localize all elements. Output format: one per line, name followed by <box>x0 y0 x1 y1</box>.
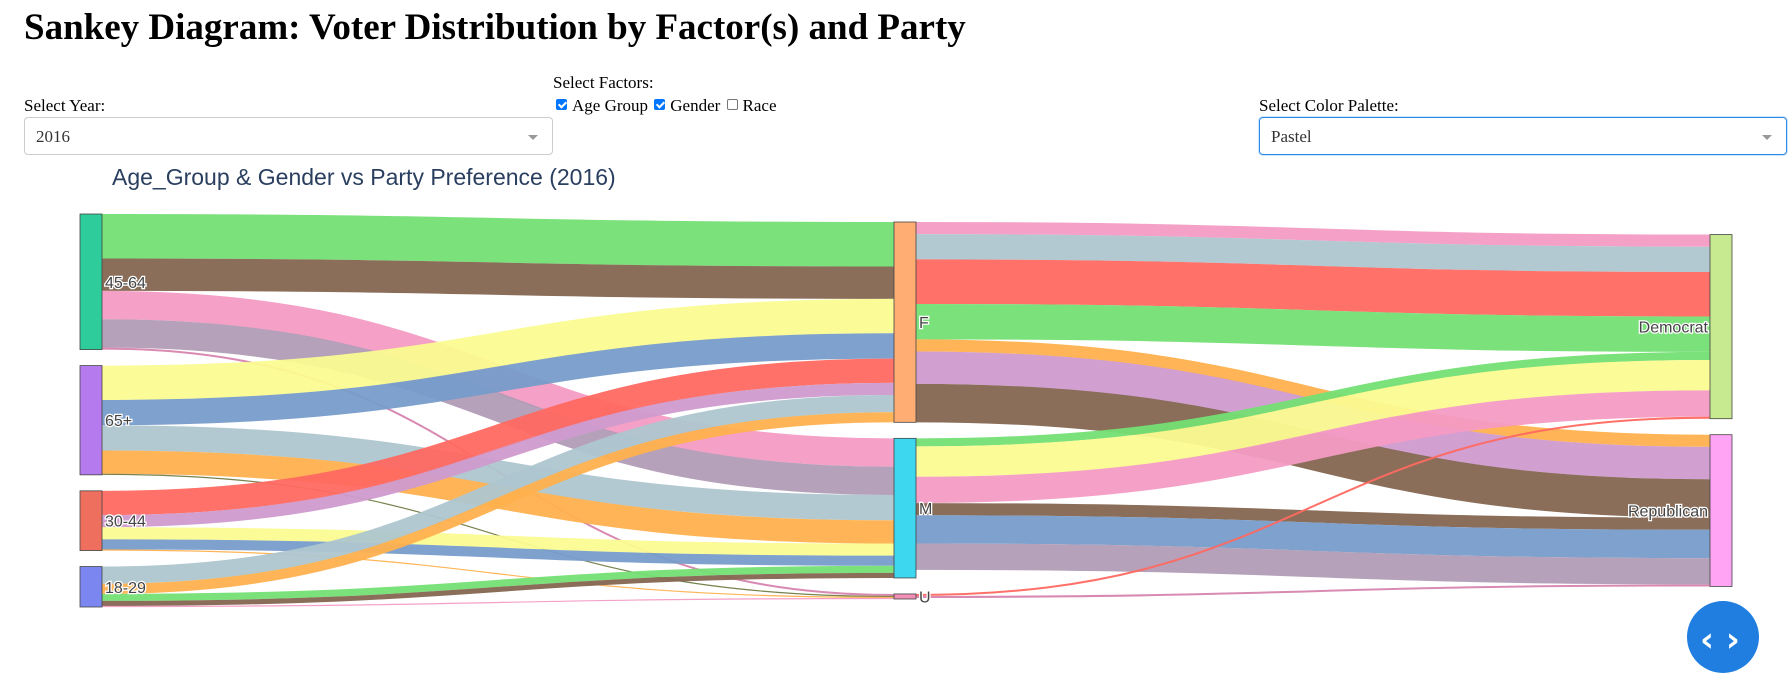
gender-checkbox[interactable] <box>654 98 666 110</box>
sankey-node-label-65+: 65+ <box>105 413 132 430</box>
sankey-link-U-Republican[interactable] <box>915 584 1711 598</box>
sankey-link-30-44-M[interactable] <box>101 527 895 556</box>
sankey-node-Republican[interactable] <box>1709 434 1733 587</box>
sankey-link-M-Democrat[interactable] <box>915 351 1711 447</box>
sankey-node-label-Democrat: Democrat <box>1639 320 1709 337</box>
sankey-link-30-44-U[interactable] <box>101 549 895 599</box>
sankey-link-18-29-M[interactable] <box>101 572 895 606</box>
race-checkbox[interactable] <box>726 98 738 110</box>
sankey-link-45-64-M[interactable] <box>101 319 895 495</box>
sankey-link-18-29-F[interactable] <box>101 412 895 594</box>
caret-down-icon[interactable] <box>528 135 538 140</box>
sankey-node-label-U: U <box>919 589 931 606</box>
age-group-label[interactable]: Age Group <box>572 96 649 115</box>
palette-dropdown[interactable]: Pastel <box>1259 117 1787 155</box>
sankey-link-18-29-U[interactable] <box>101 597 895 608</box>
sankey-node-label-45-64: 45-64 <box>105 275 146 292</box>
sankey-node-65+[interactable] <box>79 365 103 476</box>
code-toggle-button[interactable]: ‹ › <box>1687 601 1759 673</box>
sankey-link-M-Republican[interactable] <box>915 515 1711 559</box>
factors-label: Select Factors: <box>553 73 654 92</box>
sankey-link-18-29-F[interactable] <box>101 395 895 584</box>
page-title: Sankey Diagram: Voter Distribution by Fa… <box>24 7 966 48</box>
sankey-link-F-Democrat[interactable] <box>915 221 1711 247</box>
sankey-link-F-Democrat[interactable] <box>915 303 1711 352</box>
sankey-link-65+-M[interactable] <box>101 425 895 521</box>
sankey-link-U-Democrat[interactable] <box>915 416 1711 596</box>
sankey-node-label-18-29: 18-29 <box>105 580 146 597</box>
code-toggle-icon[interactable]: ‹ › <box>1700 620 1740 660</box>
sankey-link-M-Republican[interactable] <box>915 503 1711 530</box>
sankey-link-30-44-F[interactable] <box>101 382 895 528</box>
year-label: Select Year: <box>24 96 106 115</box>
race-label[interactable]: Race <box>742 96 777 115</box>
sankey-link-F-Democrat[interactable] <box>915 259 1711 317</box>
sankey-node-label-M: M <box>919 501 932 518</box>
sankey-link-F-Republican[interactable] <box>915 339 1711 447</box>
year-dropdown[interactable]: 2016 <box>24 117 553 155</box>
year-value: 2016 <box>36 127 70 146</box>
sankey-chart: Age_Group & Gender vs Party Preference (… <box>79 164 1733 608</box>
sankey-node-M[interactable] <box>893 437 917 579</box>
sankey-link-F-Democrat[interactable] <box>915 234 1711 272</box>
factor-race[interactable]: Race <box>726 96 777 116</box>
sankey-link-M-Democrat[interactable] <box>915 360 1711 477</box>
sankey-node-F[interactable] <box>893 221 917 423</box>
sankey-link-18-29-M[interactable] <box>101 565 895 601</box>
palette-label: Select Color Palette: <box>1259 96 1399 115</box>
sankey-link-30-44-M[interactable] <box>101 539 895 566</box>
gender-label[interactable]: Gender <box>670 96 721 115</box>
chart-title: Age_Group & Gender vs Party Preference (… <box>112 164 616 190</box>
sankey-link-45-64-F[interactable] <box>101 258 895 299</box>
sankey-link-65+-F[interactable] <box>101 333 895 426</box>
sankey-link-65+-F[interactable] <box>101 298 895 400</box>
sankey-links <box>101 213 1711 608</box>
factor-checkboxes: Age Group Gender Race <box>556 96 779 117</box>
sankey-node-Democrat[interactable] <box>1709 234 1733 420</box>
sankey-nodes: 45-64 65+ 30-44 18-29 F M U Democrat Republican <box>79 213 1733 608</box>
sankey-node-label-30-44: 30-44 <box>105 514 146 531</box>
sankey-link-M-Democrat[interactable] <box>915 390 1711 504</box>
caret-down-icon[interactable] <box>1762 135 1772 140</box>
palette-value: Pastel <box>1271 127 1312 146</box>
sankey-node-label-F: F <box>919 315 929 332</box>
sankey-node-45-64[interactable] <box>79 213 103 350</box>
sankey-link-M-Republican[interactable] <box>915 543 1711 585</box>
sankey-node-label-Republican: Republican <box>1628 504 1708 521</box>
sankey-link-30-44-F[interactable] <box>101 358 895 516</box>
age-group-checkbox[interactable] <box>556 98 567 110</box>
sankey-node-18-29[interactable] <box>79 566 103 608</box>
sankey-link-45-64-F[interactable] <box>101 213 895 267</box>
sankey-node-30-44[interactable] <box>79 490 103 551</box>
factor-gender[interactable]: Gender <box>654 96 720 116</box>
factor-age-group[interactable]: Age Group <box>556 96 648 116</box>
sankey-node-U[interactable] <box>893 593 917 600</box>
